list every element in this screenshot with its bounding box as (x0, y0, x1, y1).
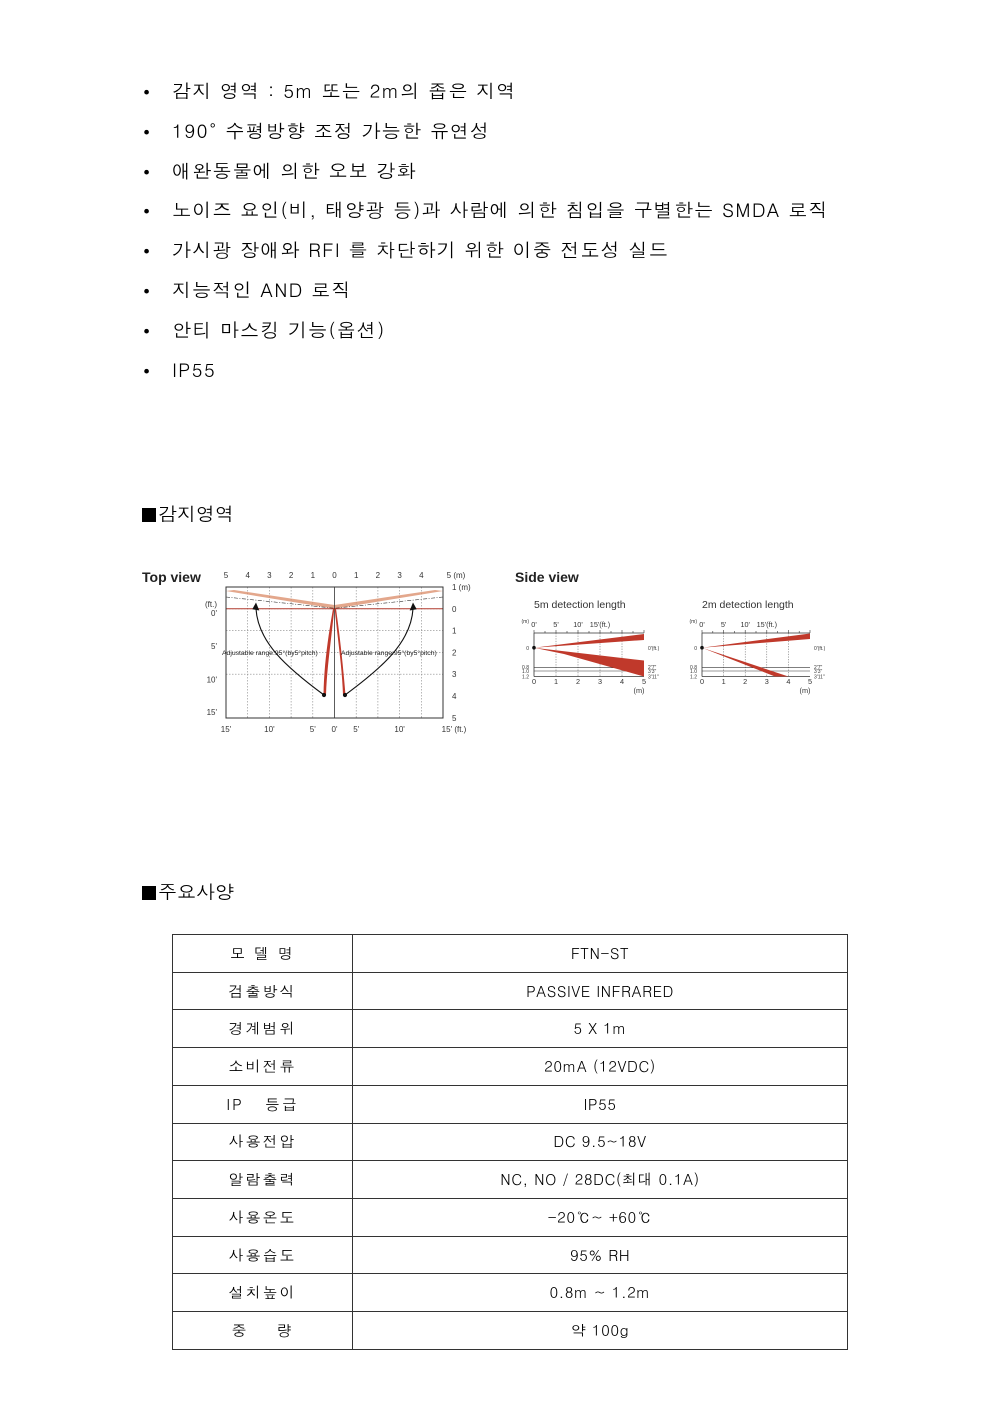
svg-text:2: 2 (289, 571, 294, 580)
svg-text:1.2: 1.2 (522, 674, 529, 680)
svg-text:10': 10' (207, 675, 218, 684)
svg-text:4: 4 (452, 692, 457, 701)
svg-text:1: 1 (354, 571, 359, 580)
svg-text:10': 10' (394, 725, 405, 734)
svg-text:0: 0 (532, 677, 536, 686)
svg-text:4: 4 (419, 571, 424, 580)
svg-text:1: 1 (311, 571, 316, 580)
svg-text:0: 0 (694, 646, 697, 652)
svg-text:10': 10' (573, 620, 583, 629)
svg-text:15': 15' (221, 725, 232, 734)
svg-text:0: 0 (526, 646, 529, 652)
svg-text:0': 0' (332, 725, 338, 734)
svg-text:5: 5 (452, 714, 457, 723)
svg-text:4: 4 (786, 677, 790, 686)
svg-text:2: 2 (376, 571, 381, 580)
svg-text:5: 5 (808, 677, 812, 686)
svg-text:0': 0' (699, 620, 705, 629)
svg-text:15': 15' (207, 708, 218, 717)
svg-text:1: 1 (554, 677, 558, 686)
svg-text:Adjustable range:95°(by5°pitch: Adjustable range:95°(by5°pitch) (222, 649, 318, 657)
svg-text:0'(ft.): 0'(ft.) (648, 646, 660, 652)
svg-text:0': 0' (531, 620, 537, 629)
svg-text:0'(ft.): 0'(ft.) (814, 646, 826, 652)
svg-text:2: 2 (743, 677, 747, 686)
svg-text:0': 0' (211, 609, 217, 618)
svg-text:(m): (m) (634, 686, 645, 695)
svg-text:Adjustable range:95°(by5°pitch: Adjustable range:95°(by5°pitch) (341, 649, 437, 657)
svg-text:15' (ft.): 15' (ft.) (442, 725, 467, 734)
svg-text:(m): (m) (522, 619, 530, 625)
svg-text:3: 3 (452, 670, 457, 679)
svg-text:15'(ft.): 15'(ft.) (590, 620, 610, 629)
svg-text:3'11": 3'11" (814, 674, 825, 680)
svg-text:1: 1 (722, 677, 726, 686)
svg-text:1: 1 (452, 627, 457, 636)
svg-text:0: 0 (700, 677, 704, 686)
svg-text:5': 5' (310, 725, 316, 734)
svg-text:3'11": 3'11" (648, 674, 659, 680)
svg-text:1.2: 1.2 (690, 674, 697, 680)
svg-text:3: 3 (397, 571, 402, 580)
svg-text:3: 3 (765, 677, 769, 686)
svg-text:3: 3 (598, 677, 602, 686)
svg-text:2: 2 (576, 677, 580, 686)
svg-text:2: 2 (452, 648, 457, 657)
svg-text:5': 5' (553, 620, 559, 629)
svg-text:10': 10' (740, 620, 750, 629)
svg-text:4: 4 (245, 571, 250, 580)
svg-text:5': 5' (353, 725, 359, 734)
svg-text:1 (m): 1 (m) (452, 583, 471, 592)
svg-text:4: 4 (620, 677, 624, 686)
svg-text:(m): (m) (800, 686, 811, 695)
svg-text:0: 0 (452, 605, 457, 614)
svg-text:5': 5' (211, 642, 217, 651)
svg-text:(ft.): (ft.) (205, 600, 217, 609)
svg-text:5: 5 (224, 571, 229, 580)
svg-text:0: 0 (332, 571, 337, 580)
svg-text:5': 5' (721, 620, 727, 629)
svg-text:3: 3 (267, 571, 272, 580)
svg-text:5: 5 (642, 677, 646, 686)
svg-text:15'(ft.): 15'(ft.) (757, 620, 777, 629)
svg-text:5 (m): 5 (m) (447, 571, 466, 580)
svg-text:10': 10' (264, 725, 275, 734)
svg-text:(m): (m) (690, 619, 698, 625)
